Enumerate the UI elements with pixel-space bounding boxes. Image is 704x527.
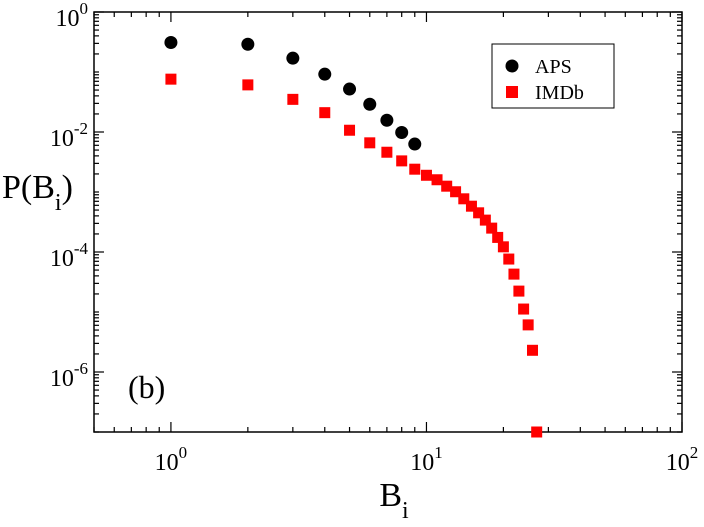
series-imdb xyxy=(165,73,543,438)
data-series xyxy=(164,36,543,438)
x-tick-label-1: 100 xyxy=(155,443,188,476)
aps-point xyxy=(363,97,377,111)
legend-marker-imdb xyxy=(506,86,518,98)
imdb-point xyxy=(479,214,491,226)
aps-point xyxy=(318,67,332,81)
imdb-point xyxy=(518,303,530,315)
imdb-point xyxy=(396,155,408,167)
aps-point xyxy=(164,36,178,50)
x-tick-label-100: 102 xyxy=(666,443,699,476)
imdb-point xyxy=(486,222,498,234)
minor-ticks xyxy=(93,12,682,433)
legend-label-imdb: IMDb xyxy=(535,82,584,104)
y-tick-label-1e-4: 10-4 xyxy=(50,239,89,272)
x-axis-title: Bi xyxy=(379,477,409,524)
imdb-point xyxy=(527,344,539,356)
series-aps xyxy=(164,36,422,151)
legend-marker-aps xyxy=(505,59,519,73)
imdb-point xyxy=(431,174,443,186)
imdb-point xyxy=(420,169,432,181)
imdb-point xyxy=(492,231,504,243)
plot-frame xyxy=(93,11,683,433)
aps-point xyxy=(395,126,409,140)
aps-point xyxy=(286,51,300,65)
imdb-point xyxy=(344,124,356,136)
aps-point xyxy=(241,37,255,51)
major-ticks xyxy=(94,11,683,432)
imdb-point xyxy=(381,146,393,158)
imdb-point xyxy=(531,426,543,438)
x-tick-label-10: 101 xyxy=(410,443,443,476)
imdb-point xyxy=(441,180,453,192)
imdb-point xyxy=(497,241,509,253)
y-tick-label-1e-6: 10-6 xyxy=(50,359,88,392)
imdb-point xyxy=(465,200,477,212)
plot-area xyxy=(93,11,683,433)
legend: APS IMDb xyxy=(491,43,615,109)
imdb-point xyxy=(522,319,534,331)
imdb-point xyxy=(508,268,520,280)
imdb-point xyxy=(165,73,177,85)
aps-point xyxy=(343,82,357,96)
aps-point xyxy=(408,137,422,151)
panel-label: (b) xyxy=(128,369,165,405)
imdb-point xyxy=(242,79,254,91)
y-axis-title: P(Bi) xyxy=(2,169,73,216)
imdb-point xyxy=(287,93,299,105)
imdb-point xyxy=(503,253,515,265)
imdb-point xyxy=(473,207,485,219)
imdb-point xyxy=(409,163,421,175)
imdb-point xyxy=(458,193,470,205)
imdb-point xyxy=(364,137,376,149)
y-tick-label-1e-2: 10-2 xyxy=(50,119,88,152)
imdb-point xyxy=(513,285,525,297)
aps-point xyxy=(380,113,394,127)
imdb-point xyxy=(450,186,462,198)
legend-label-aps: APS xyxy=(535,56,572,78)
y-tick-label-1e0: 100 xyxy=(56,0,89,32)
imdb-point xyxy=(319,107,331,119)
